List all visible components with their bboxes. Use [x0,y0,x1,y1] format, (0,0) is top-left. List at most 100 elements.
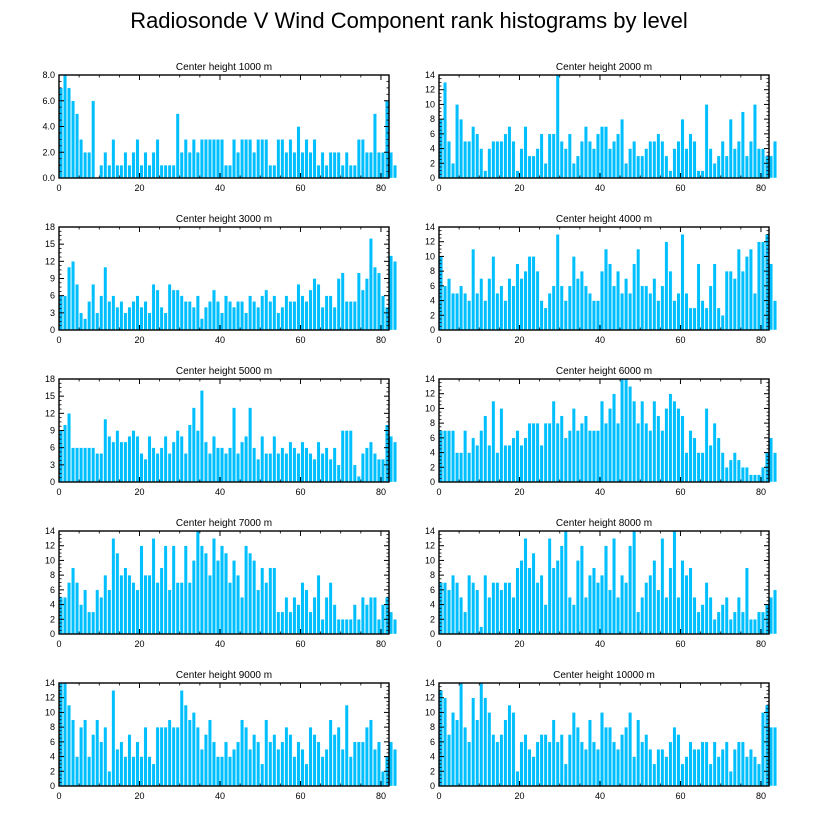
histogram-bar [692,141,697,179]
histogram-bar [107,589,112,635]
histogram-bar [640,155,645,179]
y-tick-label: 8 [430,722,435,732]
histogram-bar [368,152,373,179]
histogram-bar [608,148,612,179]
histogram-bar [175,726,180,787]
histogram-bar [163,164,168,179]
histogram-bar [377,152,381,179]
histogram-bar [704,104,709,179]
histogram-bar [479,278,484,331]
y-tick-label: 2 [430,310,435,320]
histogram-bar [495,293,500,331]
histogram-bar [240,301,245,331]
histogram-bar [523,538,528,635]
histogram-bar [272,164,277,179]
y-tick-label: 18 [45,222,55,232]
histogram-bar [340,749,345,787]
histogram-bar [135,436,140,483]
histogram-bar [455,293,460,331]
histogram-bar [660,749,665,787]
histogram-bar [272,436,277,483]
histogram-bar [519,560,524,635]
histogram-bar [736,741,741,787]
histogram-bar [268,453,273,483]
y-tick-label: 0.0 [42,173,55,183]
y-tick-label: 14 [425,374,435,384]
histogram-bar [284,597,289,635]
histogram-bar [195,726,200,787]
histogram-bar [563,763,568,787]
histogram-bar [527,422,532,483]
histogram-bar [583,126,588,179]
histogram-bar [131,582,136,635]
histogram-bar [115,306,120,331]
histogram-bar [555,741,560,787]
histogram-bar [555,74,560,179]
histogram-bar [491,256,496,331]
histogram-bar [179,436,184,483]
histogram-bar [491,141,496,179]
histogram-bar [543,422,548,483]
x-tick-label: 40 [595,183,605,193]
histogram-bar [716,155,721,179]
histogram-panel: Center height 1000 m 0 20 40 60 80 0.0 2.0 4.0 6.… [42,62,397,193]
histogram-bar [608,589,612,635]
histogram-bar [716,307,721,331]
histogram-bar [107,301,112,331]
histogram-bar [151,763,156,787]
histogram-bar [203,734,208,787]
histogram-bar [628,148,633,179]
histogram-bar [203,306,208,331]
histogram-bar [248,552,253,635]
histogram-bar [511,597,516,635]
histogram-bar [604,726,608,787]
histogram-bar [360,289,365,331]
histogram-bar [583,415,588,483]
histogram-bar [328,719,333,787]
histogram-bar [191,560,196,635]
histogram-bar [131,152,136,179]
histogram-bar [328,582,333,635]
histogram-bar [368,238,373,331]
histogram-bar [531,552,536,635]
histogram-bar [268,301,273,331]
histogram-bar [656,133,661,179]
histogram-bar [592,430,596,483]
histogram-bar [491,582,496,635]
y-tick-label: 6 [50,443,55,453]
histogram-bar [660,285,665,331]
y-tick-label: 6 [430,281,435,291]
x-tick-label: 20 [514,183,524,193]
histogram-bar [151,284,156,331]
histogram-bar [463,611,468,635]
histogram-bar [712,422,717,483]
histogram-bar [539,300,544,331]
histogram-bar [744,467,749,483]
histogram-bar [195,530,200,635]
histogram-bar [684,293,689,331]
histogram-bar [304,447,309,483]
histogram-bar [692,597,697,635]
panel-title: Center height 6000 m [556,366,652,377]
histogram-bar [71,261,75,331]
y-tick-label: 12 [425,389,435,399]
histogram-bar [543,163,548,179]
y-tick-label: 0 [430,173,435,183]
histogram-bar [224,295,228,331]
histogram-bar [179,690,184,787]
y-tick-label: 3 [50,460,55,470]
histogram-bar [220,447,224,483]
histogram-bar [159,164,164,179]
histogram-bar [563,148,568,179]
histogram-bar [463,293,468,331]
histogram-bar [155,582,160,635]
panel-title: Center height 7000 m [176,518,272,529]
panel-title: Center height 2000 m [556,62,652,73]
histogram-bar [171,441,176,483]
histogram-bar [644,148,649,179]
histogram-bar [567,597,572,635]
histogram-bar [167,453,172,483]
histogram-bar [385,306,389,331]
histogram-bar [377,619,381,635]
histogram-bar [224,453,228,483]
